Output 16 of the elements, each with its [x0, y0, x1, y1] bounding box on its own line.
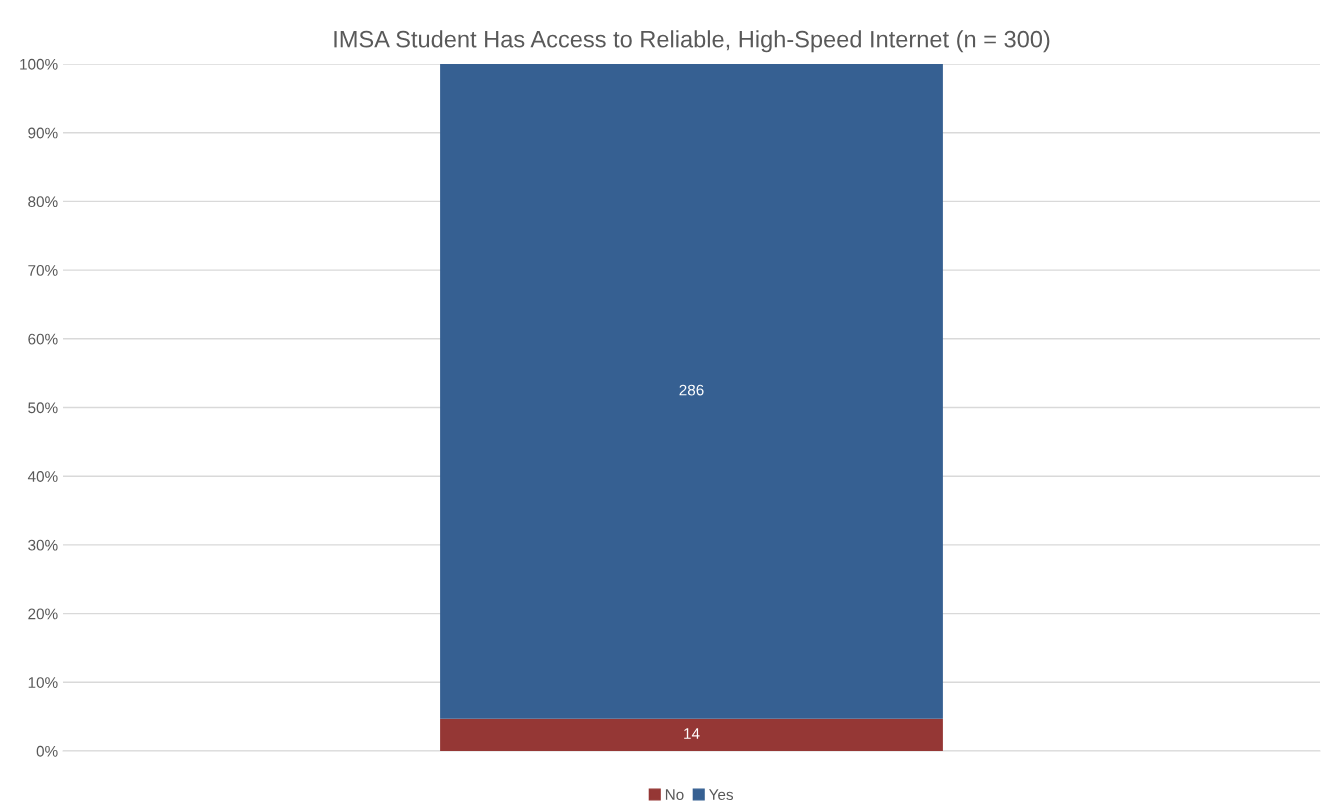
y-tick-label: 70%: [28, 264, 58, 276]
annotation: 14: [684, 728, 700, 739]
y-tick-label: 90%: [28, 127, 58, 139]
chart-title: IMSA Student Has Access to Reliable, High-Speed Internet (n = 300): [334, 30, 1050, 53]
y-tick-label: 50%: [28, 402, 58, 414]
legend-label: No: [665, 789, 684, 801]
annotation: 286: [679, 384, 704, 396]
y-tick-label: 0%: [36, 745, 58, 757]
y-tick-label: 20%: [28, 608, 58, 620]
y-tick-label: 40%: [27, 471, 58, 482]
y-tick-label: 30%: [28, 539, 58, 551]
y-tick-label: 60%: [28, 333, 58, 345]
y-tick-label: 10%: [28, 677, 58, 688]
y-tick-label: 80%: [28, 196, 58, 208]
y-tick-label: 100%: [20, 58, 58, 70]
legend-label: Yes: [709, 789, 734, 801]
